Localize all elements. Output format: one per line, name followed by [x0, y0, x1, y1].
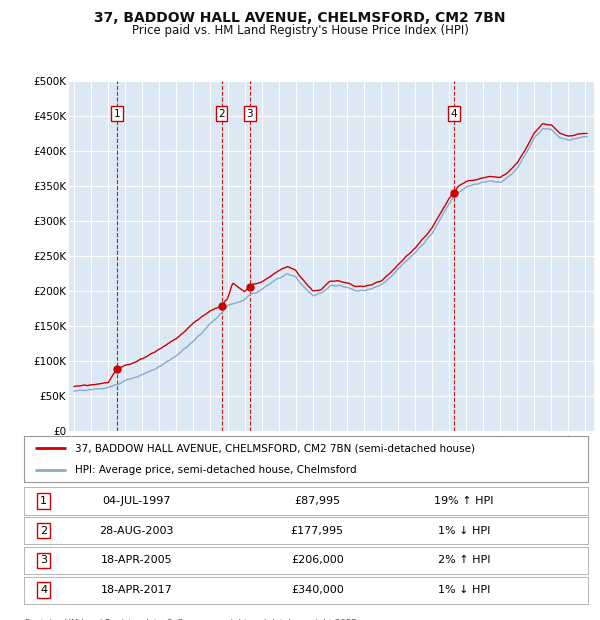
Text: 04-JUL-1997: 04-JUL-1997 — [103, 496, 171, 506]
Text: 28-AUG-2003: 28-AUG-2003 — [100, 526, 174, 536]
Text: 2% ↑ HPI: 2% ↑ HPI — [437, 556, 490, 565]
Text: 1: 1 — [113, 109, 120, 119]
Text: 19% ↑ HPI: 19% ↑ HPI — [434, 496, 494, 506]
Text: 3: 3 — [247, 109, 253, 119]
Text: 37, BADDOW HALL AVENUE, CHELMSFORD, CM2 7BN (semi-detached house): 37, BADDOW HALL AVENUE, CHELMSFORD, CM2 … — [75, 443, 475, 453]
Text: 4: 4 — [40, 585, 47, 595]
Text: 2: 2 — [218, 109, 225, 119]
Text: 18-APR-2005: 18-APR-2005 — [101, 556, 173, 565]
Text: 18-APR-2017: 18-APR-2017 — [101, 585, 173, 595]
Text: 1% ↓ HPI: 1% ↓ HPI — [438, 526, 490, 536]
Text: £87,995: £87,995 — [294, 496, 340, 506]
Text: 1% ↓ HPI: 1% ↓ HPI — [438, 585, 490, 595]
Text: 2: 2 — [40, 526, 47, 536]
Text: 4: 4 — [451, 109, 458, 119]
Text: 37, BADDOW HALL AVENUE, CHELMSFORD, CM2 7BN: 37, BADDOW HALL AVENUE, CHELMSFORD, CM2 … — [94, 11, 506, 25]
Text: £206,000: £206,000 — [291, 556, 344, 565]
Text: £177,995: £177,995 — [291, 526, 344, 536]
Text: HPI: Average price, semi-detached house, Chelmsford: HPI: Average price, semi-detached house,… — [75, 465, 356, 475]
Text: 3: 3 — [40, 556, 47, 565]
Text: £340,000: £340,000 — [291, 585, 344, 595]
Text: 1: 1 — [40, 496, 47, 506]
Text: Contains HM Land Registry data © Crown copyright and database right 2025.
This d: Contains HM Land Registry data © Crown c… — [24, 619, 359, 620]
Text: Price paid vs. HM Land Registry's House Price Index (HPI): Price paid vs. HM Land Registry's House … — [131, 24, 469, 37]
